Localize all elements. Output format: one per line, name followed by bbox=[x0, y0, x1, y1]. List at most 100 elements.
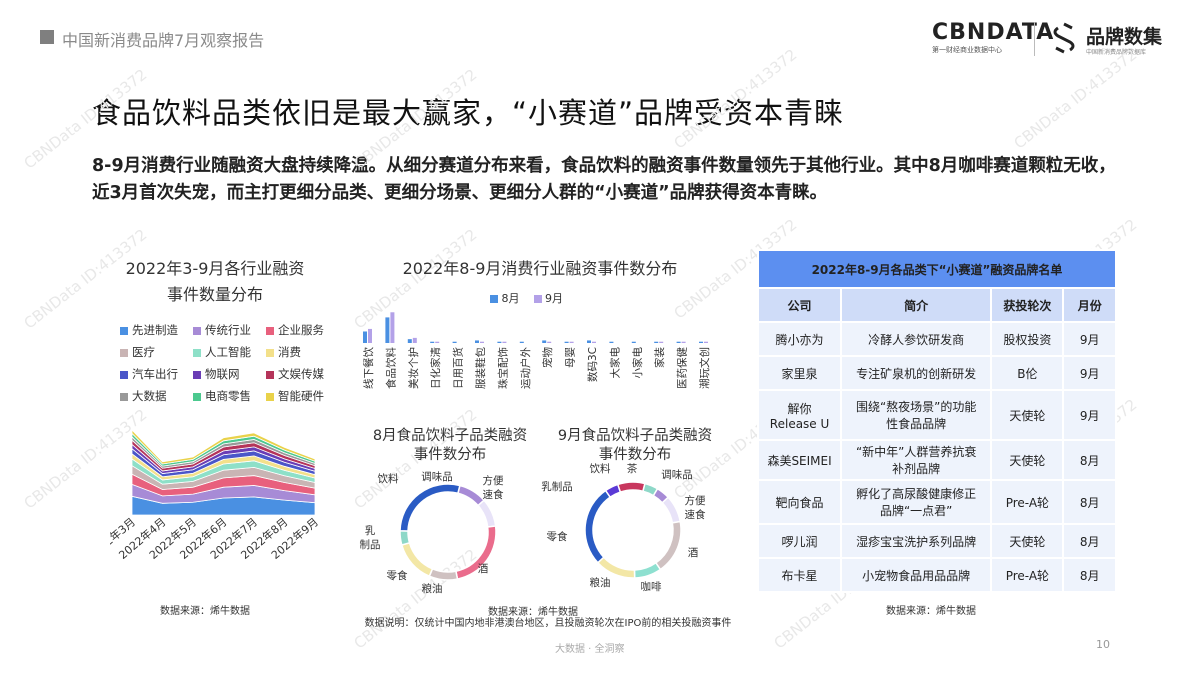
cbndata-logo: CBNDATA bbox=[932, 20, 1055, 45]
legend-label: 文娱传媒 bbox=[278, 367, 324, 381]
brand-data-logo-icon bbox=[1053, 22, 1075, 54]
bar-x-tick: 大家电 bbox=[608, 347, 621, 379]
bar-8月 bbox=[407, 339, 412, 343]
donut-label: 酒 bbox=[688, 546, 699, 559]
bar-8月 bbox=[430, 341, 435, 343]
bar-9月 bbox=[681, 341, 686, 343]
bar-x-tick: 家装 bbox=[653, 347, 666, 368]
bar-x-tick: 运动户外 bbox=[519, 347, 532, 389]
donut-slice-酒 bbox=[455, 525, 497, 580]
cell-company: 家里泉 bbox=[756, 355, 843, 391]
bar-9月 bbox=[547, 341, 552, 343]
bar-x-tick: 小家电 bbox=[631, 347, 644, 379]
mid-source: 数据来源：烯牛数据 bbox=[488, 607, 578, 618]
legend-label: 消费 bbox=[278, 345, 301, 359]
area-legend-item: 先进制造 bbox=[120, 322, 178, 338]
donut-label: 方便速食 bbox=[685, 494, 706, 521]
area-legend-item: 传统行业 bbox=[193, 322, 251, 338]
donut-label: 饮料 bbox=[590, 462, 611, 475]
legend-swatch bbox=[193, 326, 201, 335]
donut-label: 零食 bbox=[387, 569, 408, 582]
legend-swatch bbox=[266, 348, 274, 357]
cell-month: 8月 bbox=[1062, 439, 1117, 481]
donut-slice-饮料 bbox=[399, 483, 461, 532]
cell-company: 啰儿润 bbox=[756, 523, 843, 559]
donut-label-line: 饮料 bbox=[590, 462, 611, 475]
pie9-title-line2: 事件数分布 bbox=[598, 447, 672, 463]
donut-label-line: 制品 bbox=[360, 538, 381, 551]
area-chart: 2022年3月2022年4月2022年5月2022年6月2022年7月2022年… bbox=[110, 429, 321, 562]
watermark: CBNData ID:413372 bbox=[20, 225, 151, 333]
area-legend-item: 医疗 bbox=[120, 344, 155, 360]
table-row: 布卡星 小宠物食品用品品牌 Pre-A轮 8月 bbox=[756, 557, 1117, 593]
legend-swatch bbox=[266, 370, 274, 379]
pie8-title-line1: 8月食品饮料子品类融资 bbox=[372, 428, 528, 444]
table-header-row: 公司 简介 获投轮次 月份 bbox=[756, 287, 1117, 323]
bar-8月 bbox=[631, 341, 636, 343]
donut-label: 饮料 bbox=[378, 472, 399, 485]
donut-label-line: 零食 bbox=[387, 569, 408, 582]
donut-slice-调味品 bbox=[456, 484, 486, 507]
bar-8月 bbox=[519, 341, 524, 343]
pie9-title-line1: 9月食品饮料子品类融资 bbox=[557, 428, 713, 444]
legend-swatch-aug bbox=[490, 295, 498, 303]
bar-8月 bbox=[699, 341, 703, 343]
donut-label-line: 酒 bbox=[478, 562, 489, 575]
table-header-round: 获投轮次 bbox=[990, 287, 1065, 323]
donut-label-line: 速食 bbox=[483, 488, 504, 501]
table-row: 家里泉 专注矿泉机的创新研发 B伦 9月 bbox=[756, 355, 1117, 391]
mid-note: 数据说明：仅统计中国内地非港澳台地区，且投融资轮次在IPO前的相关投融资事件 bbox=[364, 618, 732, 629]
legend-label: 人工智能 bbox=[205, 345, 251, 359]
bar-x-tick: 宠物 bbox=[541, 347, 554, 368]
brand-data-logo: 品牌数集 bbox=[1086, 26, 1163, 48]
bar-x-tick: 潮玩文创 bbox=[698, 347, 711, 389]
donut-label: 调味品 bbox=[661, 469, 693, 481]
bar-9月 bbox=[502, 341, 507, 343]
area-legend-item: 物联网 bbox=[193, 366, 240, 382]
cell-round: Pre-A轮 bbox=[990, 557, 1065, 593]
cell-intro: 湿疹宝宝洗护系列品牌 bbox=[840, 523, 993, 559]
legend-label: 智能硬件 bbox=[278, 389, 324, 403]
legend-label: 传统行业 bbox=[205, 323, 251, 337]
table-row: 森美SEIMEI “新中年”人群营养抗衰补剂品牌 天使轮 8月 bbox=[756, 439, 1117, 481]
bar-9月 bbox=[592, 341, 596, 343]
legend-swatch bbox=[120, 348, 128, 357]
bar-9月 bbox=[390, 312, 395, 343]
cell-round: 天使轮 bbox=[990, 389, 1065, 441]
table-row: 解你 Release U 围绕“熬夜场景”的功能性食品品牌 天使轮 9月 bbox=[756, 389, 1117, 441]
donut-label: 乳制品 bbox=[541, 480, 573, 493]
legend-swatch bbox=[266, 392, 274, 401]
pie8-title-line2: 事件数分布 bbox=[413, 447, 487, 463]
cell-intro: “新中年”人群营养抗衰补剂品牌 bbox=[840, 439, 993, 481]
table-row: 靶向食品 孵化了高尿酸健康修正品牌“一点君” Pre-A轮 8月 bbox=[756, 479, 1117, 525]
area-chart-title-line1: 2022年3-9月各行业融资 bbox=[125, 259, 305, 278]
donut-slice-咖啡 bbox=[633, 561, 662, 579]
bar-8月 bbox=[542, 340, 547, 343]
bar-8月 bbox=[609, 341, 614, 343]
area-legend-item: 汽车出行 bbox=[120, 366, 178, 382]
cell-company: 森美SEIMEI bbox=[756, 439, 843, 481]
area-legend-item: 电商零售 bbox=[193, 388, 251, 404]
bar-x-tick: 日用百货 bbox=[452, 347, 465, 389]
donut-label: 粮油 bbox=[422, 582, 443, 595]
bar-x-tick: 母婴 bbox=[565, 347, 577, 368]
cell-month: 9月 bbox=[1062, 389, 1117, 441]
bar-chart: 线下餐饮 食品饮料 美妆个护 日化家清 日用百货 服装鞋包 珠宝配饰 运动户外 宠物 母婴 数码3C… bbox=[362, 312, 711, 389]
donut-label-line: 粮油 bbox=[590, 576, 611, 589]
bar-9月 bbox=[704, 341, 708, 343]
cell-company: 布卡星 bbox=[756, 557, 843, 593]
donut-label-line: 酒 bbox=[688, 546, 699, 559]
bar-chart-legend: 8月 9月 bbox=[490, 290, 563, 306]
bar-9月 bbox=[368, 328, 372, 343]
bar-x-tick: 食品饮料 bbox=[384, 347, 397, 389]
area-legend-item: 人工智能 bbox=[193, 344, 251, 360]
area-legend-item: 消费 bbox=[266, 344, 301, 360]
cell-month: 8月 bbox=[1062, 523, 1117, 559]
cell-month: 8月 bbox=[1062, 479, 1117, 525]
table-header-company: 公司 bbox=[756, 287, 843, 323]
bar-x-tick: 美妆个护 bbox=[407, 347, 420, 389]
legend-label: 企业服务 bbox=[278, 323, 324, 337]
bar-9月 bbox=[480, 341, 484, 343]
page-number: 10 bbox=[1096, 638, 1110, 651]
pie9-chart: 茶调味品方便速食酒咖啡 粮油 零食 乳制品 饮料 bbox=[541, 462, 706, 593]
